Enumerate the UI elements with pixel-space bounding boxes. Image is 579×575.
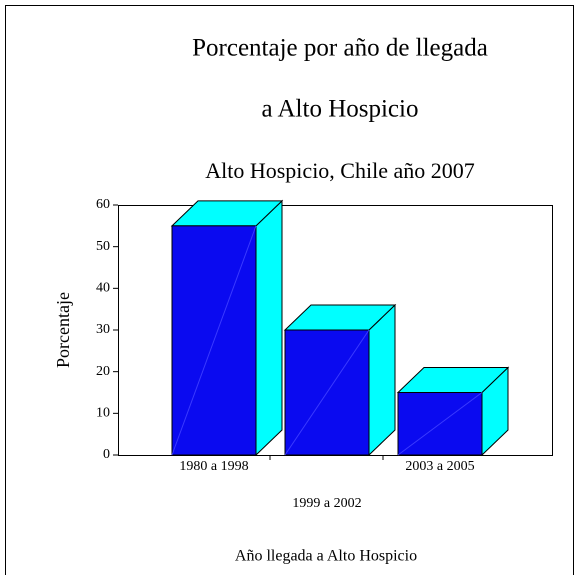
- chart-title: Porcentaje por año de llegada: [192, 35, 488, 62]
- chart-subtitle: Alto Hospicio, Chile año 2007: [205, 158, 474, 183]
- bar-shade: [171, 225, 257, 456]
- x-axis-label: Año llegada a Alto Hospicio: [235, 548, 417, 565]
- y-tick-label: 40: [96, 281, 110, 296]
- x-tick-label: 1999 a 2002: [292, 496, 361, 511]
- y-tick-label: 30: [96, 322, 110, 337]
- bar: [396, 366, 510, 457]
- x-tick-label: 1980 a 1998: [179, 459, 248, 474]
- chart-title: a Alto Hospicio: [262, 96, 419, 123]
- x-tick-label: 2003 a 2005: [405, 459, 474, 474]
- y-tick-label: 20: [96, 364, 110, 379]
- y-tick-label: 0: [103, 447, 110, 462]
- y-tick-label: 60: [96, 197, 110, 212]
- bar: [170, 199, 284, 457]
- bar: [283, 303, 397, 457]
- y-tick-label: 10: [96, 406, 110, 421]
- y-tick-label: 50: [96, 239, 110, 254]
- bar-side: [255, 199, 283, 457]
- bar-side: [368, 303, 396, 457]
- bar-shade: [284, 329, 370, 456]
- frame: [5, 5, 574, 575]
- y-axis-label: Porcentaje: [53, 292, 73, 368]
- bar-shade: [397, 392, 483, 456]
